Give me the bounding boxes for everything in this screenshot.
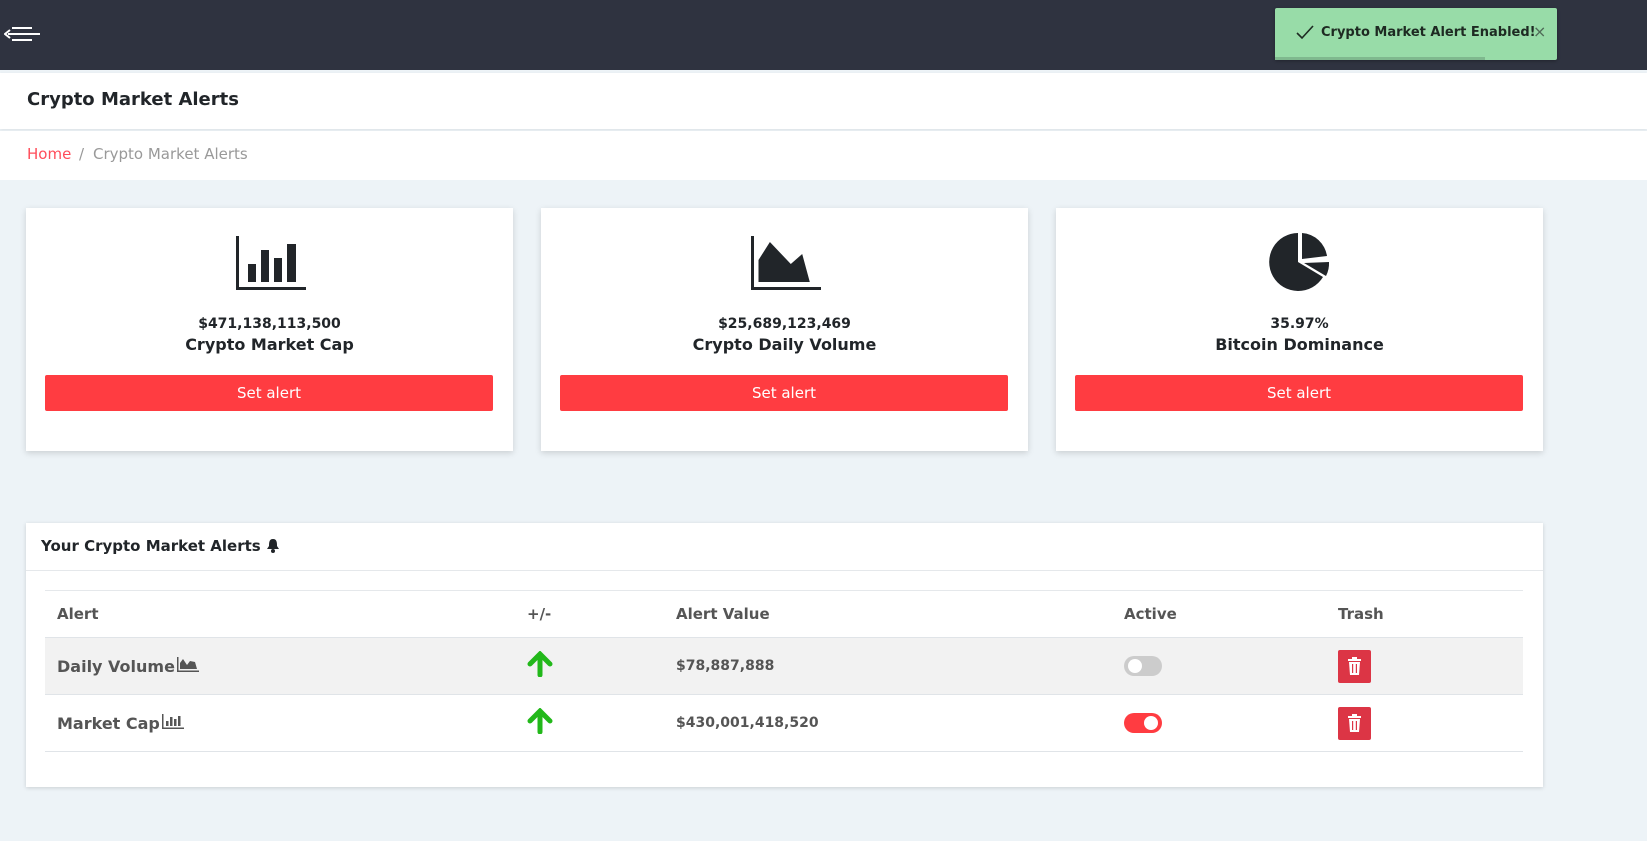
set-alert-button[interactable]: Set alert [45, 375, 493, 411]
bitcoin-dominance-card: 35.97% Bitcoin Dominance Set alert [1056, 208, 1543, 451]
card-label: Bitcoin Dominance [1215, 335, 1384, 354]
column-header: Alert [45, 590, 515, 638]
column-header: Active [1112, 590, 1326, 638]
check-icon [1296, 25, 1314, 40]
alert-name: Market Cap [57, 714, 160, 733]
page-title: Crypto Market Alerts [27, 89, 239, 110]
alerts-title: Your Crypto Market Alerts [41, 537, 261, 555]
area-chart-icon [750, 236, 821, 290]
card-value: 35.97% [1270, 316, 1329, 332]
pie-chart-icon [1268, 233, 1329, 291]
menu-collapse-arrow-icon[interactable] [4, 24, 40, 44]
alert-value: $430,001,418,520 [664, 694, 1112, 752]
arrow-up-icon [527, 650, 553, 678]
breadcrumb-current: Crypto Market Alerts [93, 145, 248, 163]
table-row: Daily Volume $78,887,888 [45, 637, 1523, 695]
page-header: Crypto Market Alerts [0, 73, 1647, 129]
active-toggle[interactable] [1124, 656, 1162, 676]
daily-volume-card: $25,689,123,469 Crypto Daily Volume Set … [541, 208, 1028, 451]
toast-progress-bar [1275, 57, 1485, 60]
card-value: $471,138,113,500 [198, 316, 341, 332]
column-header: +/- [515, 590, 664, 638]
card-label: Crypto Daily Volume [692, 335, 877, 354]
bar-chart-icon [161, 714, 184, 729]
active-toggle[interactable] [1124, 713, 1162, 733]
card-label: Crypto Market Cap [185, 335, 354, 354]
toast-message: Crypto Market Alert Enabled! [1321, 25, 1536, 40]
card-value: $25,689,123,469 [718, 316, 851, 332]
alerts-panel-header: Your Crypto Market Alerts [26, 523, 1543, 571]
trash-icon [1348, 713, 1361, 732]
breadcrumb: Home / Crypto Market Alerts [0, 131, 1647, 180]
market-cap-card: $471,138,113,500 Crypto Market Cap Set a… [26, 208, 513, 451]
table-row: Market Cap $430,001,418,520 [45, 694, 1523, 752]
alert-name: Daily Volume [57, 657, 175, 676]
trash-button[interactable] [1338, 649, 1371, 683]
set-alert-button[interactable]: Set alert [1075, 375, 1523, 411]
area-chart-icon [176, 657, 199, 672]
alerts-panel: Your Crypto Market Alerts Alert +/- Aler… [26, 523, 1543, 787]
trash-button[interactable] [1338, 706, 1371, 740]
column-header: Alert Value [664, 590, 1112, 638]
alert-value: $78,887,888 [664, 637, 1112, 695]
breadcrumb-home-link[interactable]: Home [27, 145, 72, 163]
bar-chart-icon [235, 236, 306, 290]
toast-notification: Crypto Market Alert Enabled! × [1275, 8, 1557, 60]
arrow-up-icon [527, 707, 553, 735]
trash-icon [1348, 656, 1361, 675]
bell-icon [266, 539, 279, 553]
alerts-table: Alert +/- Alert Value Active Trash Daily… [45, 590, 1523, 752]
toast-close-button[interactable]: × [1533, 22, 1547, 41]
top-bar: Crypto Market Alert Enabled! × [0, 0, 1647, 70]
column-header: Trash [1326, 590, 1523, 638]
set-alert-button[interactable]: Set alert [560, 375, 1008, 411]
breadcrumb-separator: / [79, 145, 85, 163]
